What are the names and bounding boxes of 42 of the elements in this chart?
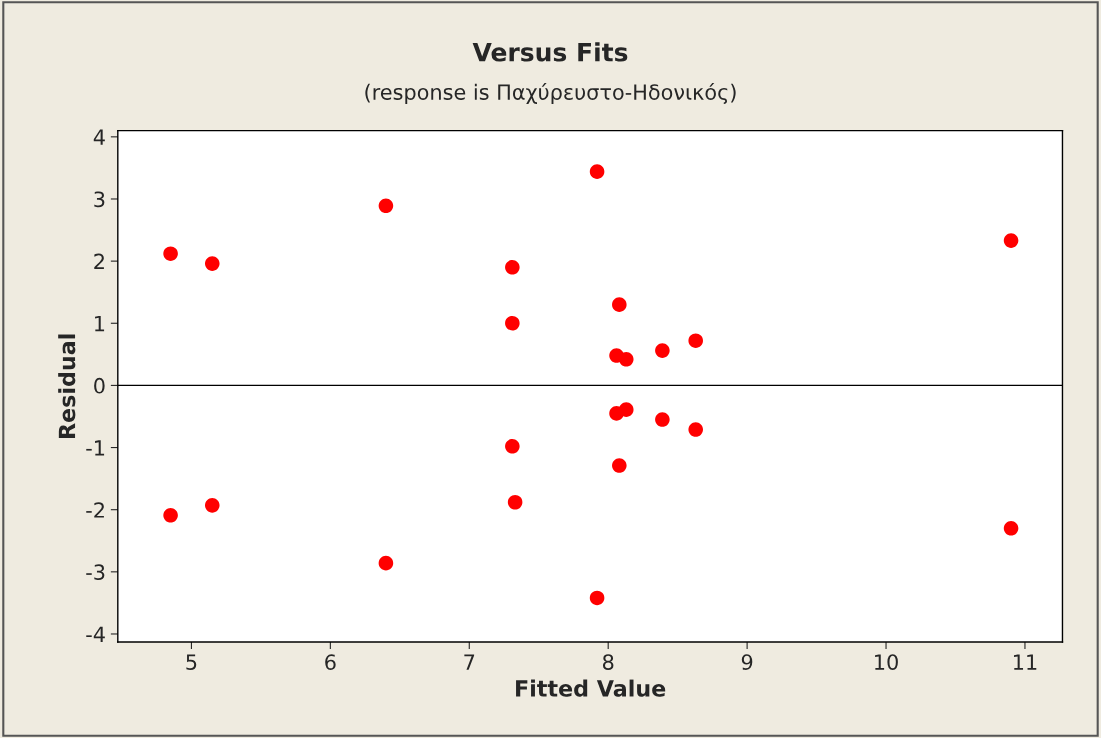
y-tick-label: 2 [94,253,104,270]
point [204,498,220,513]
y-tick-label: -2 [86,502,104,518]
x-tick-label: 9 [741,654,753,670]
point [1003,233,1019,248]
point [655,343,670,358]
y-tick-label: 4 [93,129,105,145]
point [589,164,605,179]
point [163,508,178,523]
point [204,256,220,271]
chart-subtitle: (response is Παχύρευστο-Ηδονικός) [365,82,736,104]
y-tick-label: 0 [94,377,105,394]
x-tick-label: 7 [464,654,475,670]
point [655,412,670,427]
point [618,352,634,367]
point [688,422,703,437]
point [618,402,634,417]
point [1003,521,1019,536]
point [688,333,703,348]
x-tick-label: 6 [325,654,336,670]
point [163,246,178,261]
point [589,590,605,606]
x-tick-label: 8 [602,654,614,670]
point [507,494,523,510]
point [378,198,394,214]
y-tick-label: -3 [86,564,105,581]
point [612,458,627,473]
point [378,555,394,571]
point [612,297,627,312]
point [505,315,520,331]
y-tick-label: -4 [86,626,105,642]
x-axis-title: Fitted Value [516,679,666,697]
x-tick-label: 10 [875,654,898,670]
point [505,439,520,454]
y-axis-title: Residual [58,334,76,438]
y-tick-label: 1 [95,315,105,332]
x-tick-label: 5 [186,654,197,670]
chart-title: Versus Fits [472,42,628,62]
x-tick-label: 11 [1013,654,1037,670]
point [505,260,520,275]
y-tick-label: 3 [94,191,105,208]
y-tick-label: -1 [86,440,105,456]
